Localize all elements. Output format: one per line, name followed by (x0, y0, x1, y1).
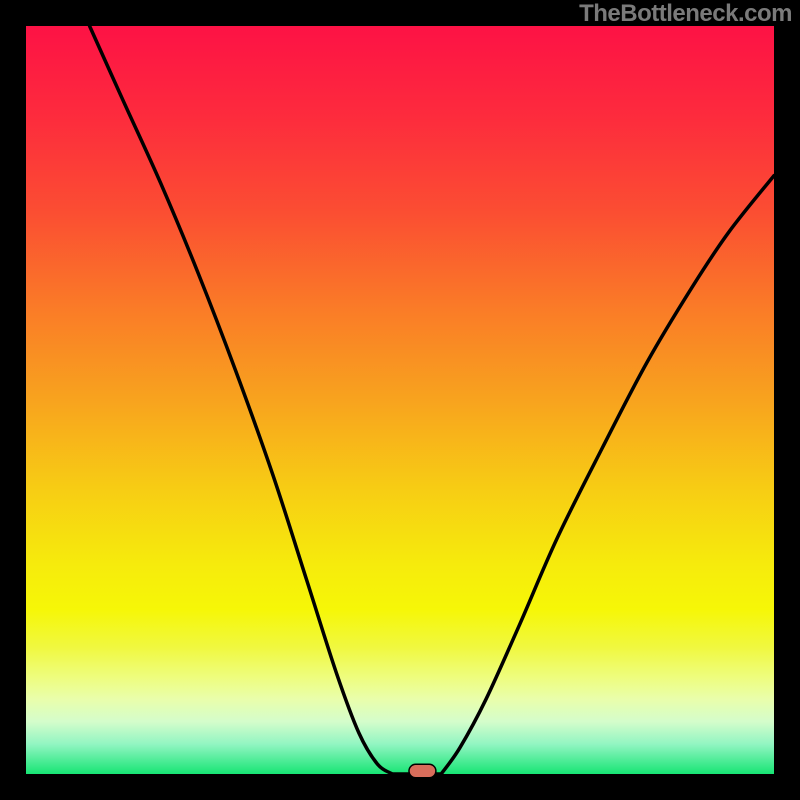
watermark-text: TheBottleneck.com (579, 0, 792, 28)
plot-background (26, 26, 774, 774)
chart-svg (0, 0, 800, 800)
valley-marker (409, 764, 436, 777)
chart-stage: TheBottleneck.com (0, 0, 800, 800)
